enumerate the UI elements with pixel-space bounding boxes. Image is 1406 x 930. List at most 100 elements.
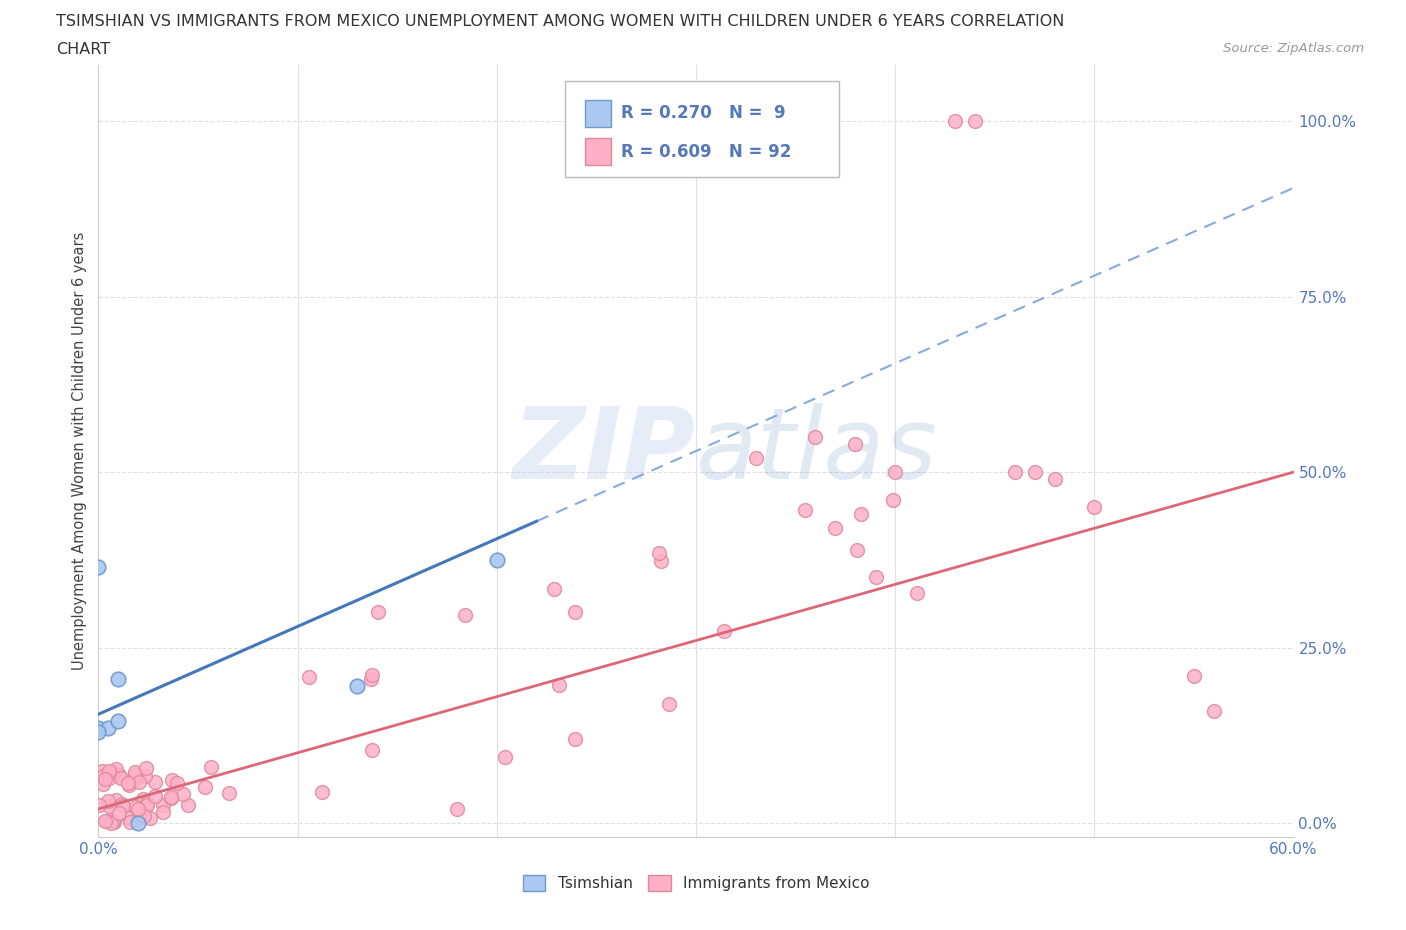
Point [135,798,157,813]
Point [1024,465,1046,480]
Point [103,815,125,830]
Text: ZIP: ZIP [513,403,696,499]
Point [135,761,157,776]
Point [118,810,141,825]
Point [117,775,139,790]
Legend: Tsimshian, Immigrants from Mexico: Tsimshian, Immigrants from Mexico [515,868,877,898]
FancyBboxPatch shape [565,81,839,177]
Point [124,767,146,782]
Point [446,802,468,817]
Point [1004,465,1026,480]
Point [134,768,156,783]
Text: R = 0.270   N =  9: R = 0.270 N = 9 [620,104,786,122]
Point [97,799,120,814]
Point [851,507,873,522]
Point [804,430,827,445]
Point [112,799,135,814]
Point [124,764,146,779]
Point [124,772,146,787]
Point [648,545,671,560]
Point [346,679,368,694]
Point [97,793,120,808]
Text: TSIMSHIAN VS IMMIGRANTS FROM MEXICO UNEMPLOYMENT AMONG WOMEN WITH CHILDREN UNDER: TSIMSHIAN VS IMMIGRANTS FROM MEXICO UNEM… [56,14,1064,29]
Point [564,732,586,747]
Point [87,724,110,739]
Point [91,777,114,791]
Point [963,113,986,128]
Point [87,721,110,736]
Point [160,772,183,787]
Point [367,604,389,619]
Point [96,814,118,829]
Point [218,786,240,801]
Point [90,764,112,778]
Point [100,765,122,780]
Point [160,790,183,805]
Point [657,697,679,711]
Point [194,780,217,795]
Point [105,792,128,807]
Y-axis label: Unemployment Among Women with Children Under 6 years: Unemployment Among Women with Children U… [72,232,87,671]
Text: Source: ZipAtlas.com: Source: ZipAtlas.com [1223,42,1364,55]
Point [361,668,384,683]
Point [120,815,142,830]
Point [745,451,768,466]
Point [152,804,174,819]
Point [547,678,569,693]
Point [172,787,194,802]
Point [166,776,188,790]
Point [104,762,127,777]
Point [128,775,150,790]
Point [905,585,928,600]
FancyBboxPatch shape [585,139,612,166]
Point [1202,703,1225,718]
Point [311,785,333,800]
Point [98,764,121,778]
Text: CHART: CHART [56,42,110,57]
Point [97,721,120,736]
Point [160,790,183,804]
Point [87,560,110,575]
Point [94,813,117,828]
Point [1083,499,1105,514]
Point [844,436,866,451]
Point [882,493,904,508]
Point [107,714,129,729]
Point [360,742,382,757]
Text: R = 0.609   N = 92: R = 0.609 N = 92 [620,142,792,161]
Point [713,623,735,638]
Point [107,671,129,686]
Point [824,521,846,536]
Point [564,604,586,619]
Point [1182,668,1205,683]
Point [91,768,114,783]
Point [454,607,477,622]
Point [884,465,907,480]
Point [136,796,159,811]
Point [125,800,148,815]
Point [865,570,887,585]
Point [143,789,166,804]
FancyBboxPatch shape [585,100,612,126]
Point [127,802,149,817]
Point [108,805,131,820]
Point [127,816,149,830]
Point [127,810,149,825]
Point [139,810,162,825]
Point [943,113,966,128]
Point [152,797,174,812]
Point [177,798,200,813]
Point [360,671,382,686]
Point [108,768,131,783]
Point [145,775,167,790]
Point [298,670,321,684]
Point [100,815,122,830]
Point [494,750,516,764]
Point [200,760,222,775]
Point [650,553,672,568]
Point [111,797,134,812]
Point [1043,472,1066,486]
Point [87,797,110,812]
Point [132,808,155,823]
Point [103,765,125,780]
